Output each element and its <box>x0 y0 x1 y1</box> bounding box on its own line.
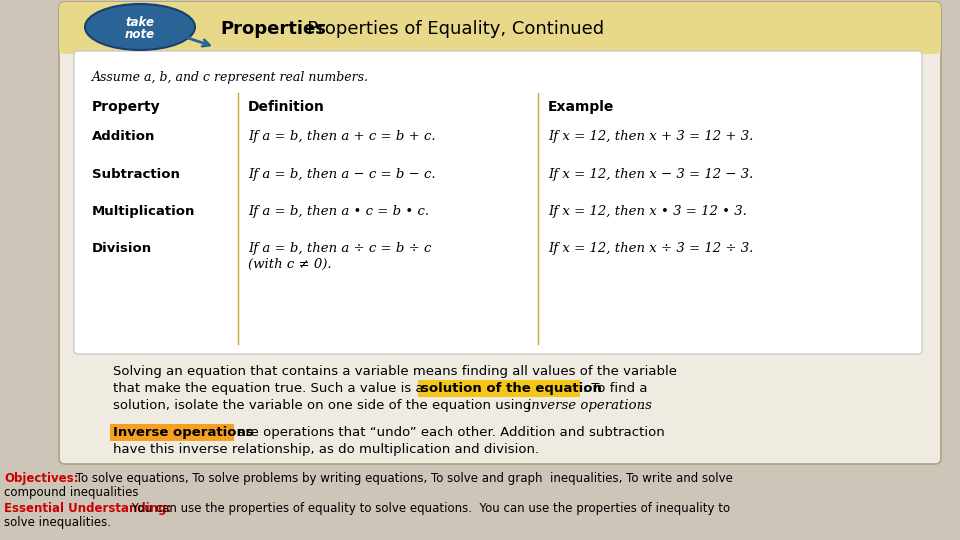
Text: If x = 12, then x + 3 = 12 + 3.: If x = 12, then x + 3 = 12 + 3. <box>548 130 754 143</box>
Text: If a = b, then a + c = b + c.: If a = b, then a + c = b + c. <box>248 130 436 143</box>
Text: Property: Property <box>92 100 160 114</box>
FancyArrowPatch shape <box>187 38 209 46</box>
Text: solution of the equation: solution of the equation <box>421 382 602 395</box>
Text: Example: Example <box>548 100 614 114</box>
Text: If x = 12, then x ÷ 3 = 12 ÷ 3.: If x = 12, then x ÷ 3 = 12 ÷ 3. <box>548 242 754 255</box>
Text: If a = b, then a ÷ c = b ÷ c: If a = b, then a ÷ c = b ÷ c <box>248 242 431 255</box>
Text: solution, isolate the variable on one side of the equation using: solution, isolate the variable on one si… <box>113 399 536 412</box>
FancyBboxPatch shape <box>74 51 922 354</box>
Text: Definition: Definition <box>248 100 324 114</box>
Text: If a = b, then a • c = b • c.: If a = b, then a • c = b • c. <box>248 205 429 218</box>
Text: .: . <box>639 399 643 412</box>
Text: (with c ≠ 0).: (with c ≠ 0). <box>248 258 331 271</box>
Text: Multiplication: Multiplication <box>92 205 196 218</box>
Text: To solve equations, To solve problems by writing equations, To solve and graph  : To solve equations, To solve problems by… <box>72 472 732 485</box>
Text: Assume a, b, and c represent real numbers.: Assume a, b, and c represent real number… <box>92 71 369 84</box>
Text: that make the equation true. Such a value is a: that make the equation true. Such a valu… <box>113 382 428 395</box>
Bar <box>65 28 935 50</box>
FancyBboxPatch shape <box>59 2 941 54</box>
Text: If x = 12, then x • 3 = 12 • 3.: If x = 12, then x • 3 = 12 • 3. <box>548 205 747 218</box>
Text: Subtraction: Subtraction <box>92 168 180 181</box>
FancyBboxPatch shape <box>110 424 234 441</box>
Text: Properties: Properties <box>220 20 325 38</box>
Text: Essential Understanding:: Essential Understanding: <box>4 502 172 515</box>
Text: Properties of Equality, Continued: Properties of Equality, Continued <box>290 20 604 38</box>
Text: solve inequalities.: solve inequalities. <box>4 516 111 529</box>
Text: note: note <box>125 29 156 42</box>
FancyBboxPatch shape <box>418 380 580 397</box>
Text: Objectives:: Objectives: <box>4 472 79 485</box>
Text: . To find a: . To find a <box>583 382 647 395</box>
FancyBboxPatch shape <box>59 2 941 464</box>
Text: have this inverse relationship, as do multiplication and division.: have this inverse relationship, as do mu… <box>113 443 540 456</box>
Text: Inverse operations: Inverse operations <box>113 426 253 439</box>
Text: take: take <box>126 17 155 30</box>
Text: Division: Division <box>92 242 152 255</box>
Text: If x = 12, then x − 3 = 12 − 3.: If x = 12, then x − 3 = 12 − 3. <box>548 168 754 181</box>
Text: If a = b, then a − c = b − c.: If a = b, then a − c = b − c. <box>248 168 436 181</box>
Ellipse shape <box>85 4 195 50</box>
Text: Solving an equation that contains a variable means finding all values of the var: Solving an equation that contains a vari… <box>113 365 677 378</box>
Text: inverse operations: inverse operations <box>527 399 652 412</box>
Text: You can use the properties of equality to solve equations.  You can use the prop: You can use the properties of equality t… <box>128 502 731 515</box>
Text: are operations that “undo” each other. Addition and subtraction: are operations that “undo” each other. A… <box>233 426 664 439</box>
Text: compound inequalities: compound inequalities <box>4 486 138 499</box>
Text: Addition: Addition <box>92 130 156 143</box>
